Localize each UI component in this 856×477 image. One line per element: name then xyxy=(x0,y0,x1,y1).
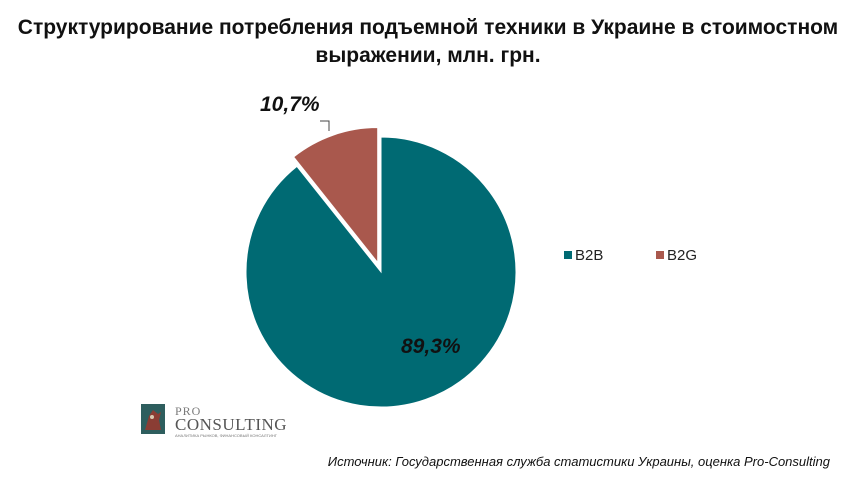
legend-swatch-b2b xyxy=(564,251,572,259)
pie-slice-b2b xyxy=(245,136,517,408)
legend-label-b2b: B2B xyxy=(575,247,603,264)
logo-pro-text: PRO xyxy=(175,404,202,418)
logo-mark-icon xyxy=(141,404,165,434)
chart-title: Структурирование потребления подъемной т… xyxy=(17,16,839,67)
pro-consulting-logo: PRO CONSULTING АНАЛИТИКА РЫНКОВ, ФИНАНСО… xyxy=(141,404,291,438)
logo-consulting-text: CONSULTING xyxy=(175,415,288,434)
pie-slice-b2g xyxy=(292,127,379,264)
slice-label-b2b: 89,3% xyxy=(401,335,461,358)
legend-swatch-b2g xyxy=(656,251,664,259)
slice-leader-line xyxy=(320,120,330,131)
source-note: Источник: Государственная служба статист… xyxy=(327,454,830,469)
legend-label-b2g: B2G xyxy=(667,247,697,264)
logo-tagline: АНАЛИТИКА РЫНКОВ, ФИНАНСОВЫЙ КОНСАЛТИНГ xyxy=(175,433,277,438)
slice-label-b2g: 10,7% xyxy=(260,93,320,116)
